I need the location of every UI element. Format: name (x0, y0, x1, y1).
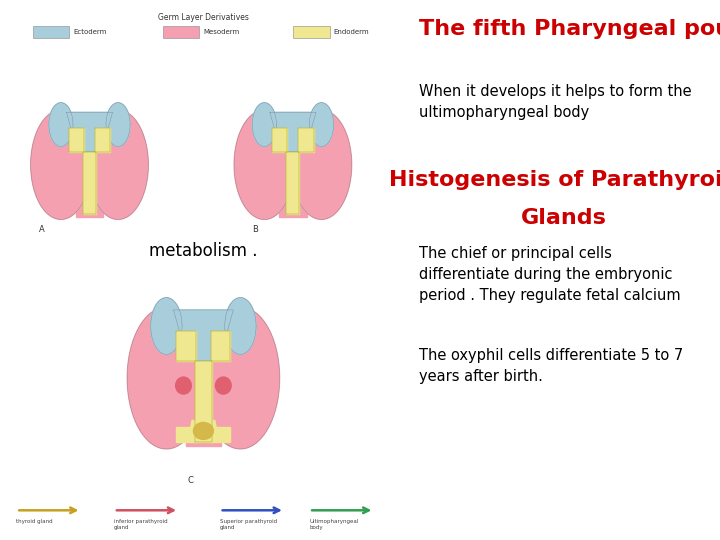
Text: A: A (39, 225, 45, 234)
Polygon shape (210, 330, 230, 361)
Polygon shape (270, 112, 316, 152)
Polygon shape (279, 125, 307, 217)
Polygon shape (195, 361, 212, 442)
Polygon shape (272, 128, 287, 152)
Polygon shape (88, 110, 148, 219)
Polygon shape (68, 128, 84, 152)
Ellipse shape (194, 422, 213, 440)
Polygon shape (292, 110, 351, 219)
Polygon shape (31, 110, 91, 219)
Polygon shape (225, 298, 256, 354)
Polygon shape (76, 125, 103, 217)
Polygon shape (83, 152, 96, 214)
Bar (32, 26, 69, 38)
Polygon shape (188, 421, 219, 442)
Polygon shape (186, 326, 221, 446)
Text: When it develops it helps to form the
ultimopharyngeal body: When it develops it helps to form the ul… (419, 84, 692, 120)
Text: Histogenesis of Parathyroid: Histogenesis of Parathyroid (389, 170, 720, 190)
Polygon shape (252, 103, 276, 146)
Text: Germ Layer Derivatives: Germ Layer Derivatives (158, 14, 249, 23)
Polygon shape (176, 330, 197, 361)
Polygon shape (66, 112, 112, 152)
Text: Ultimopharyngeal
body: Ultimopharyngeal body (309, 519, 359, 530)
Polygon shape (127, 307, 205, 449)
Polygon shape (234, 110, 294, 219)
Polygon shape (202, 307, 279, 449)
Polygon shape (106, 103, 130, 146)
Text: thyroid gland: thyroid gland (17, 519, 53, 524)
Text: C: C (187, 476, 193, 485)
Text: The oxyphil cells differentiate 5 to 7
years after birth.: The oxyphil cells differentiate 5 to 7 y… (419, 348, 683, 384)
Polygon shape (49, 103, 73, 146)
Polygon shape (209, 427, 230, 442)
Text: Glands: Glands (521, 208, 606, 228)
Text: Endoderm: Endoderm (333, 29, 369, 35)
Text: The chief or principal cells
differentiate during the embryonic
period . They re: The chief or principal cells differentia… (419, 246, 681, 303)
Polygon shape (174, 310, 233, 361)
Ellipse shape (215, 377, 231, 394)
Polygon shape (298, 128, 314, 152)
Polygon shape (95, 128, 110, 152)
Text: Superior parathyroid
gland: Superior parathyroid gland (220, 519, 276, 530)
Text: inferior parathyroid
gland: inferior parathyroid gland (114, 519, 168, 530)
Polygon shape (176, 427, 198, 442)
Bar (293, 26, 330, 38)
Polygon shape (310, 103, 333, 146)
Text: B: B (252, 225, 258, 234)
Ellipse shape (176, 377, 192, 394)
Text: Ectoderm: Ectoderm (73, 29, 107, 35)
Polygon shape (287, 152, 300, 214)
Text: The fifth Pharyngeal pouch: The fifth Pharyngeal pouch (419, 19, 720, 39)
Bar (163, 26, 199, 38)
Text: metabolism .: metabolism . (149, 242, 258, 260)
Text: Mesoderm: Mesoderm (203, 29, 240, 35)
Polygon shape (150, 298, 182, 354)
